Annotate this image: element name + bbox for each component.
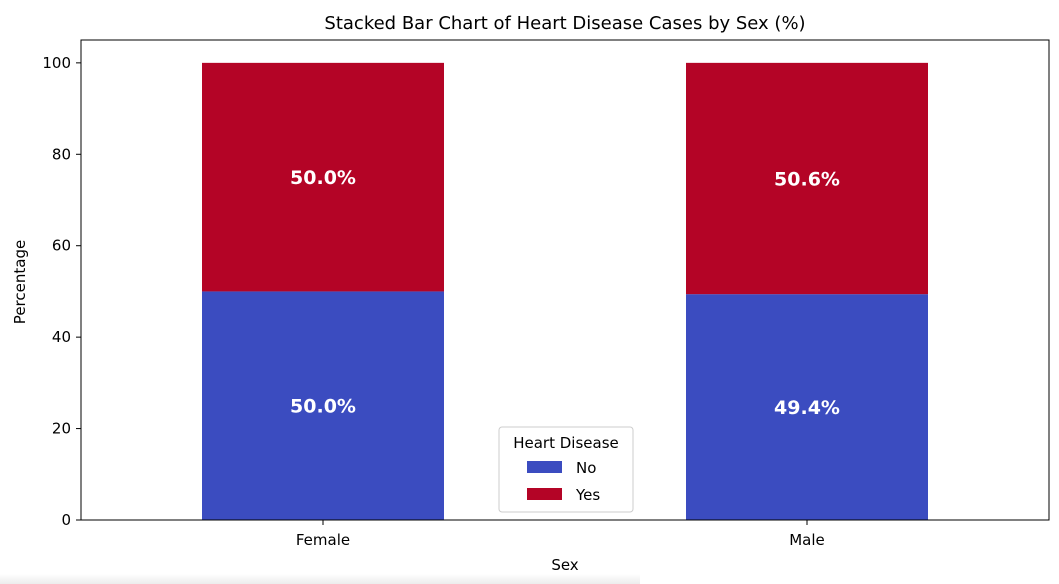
bar-female-no xyxy=(202,291,444,520)
y-tick-label: 80 xyxy=(52,145,71,163)
y-tick-label: 0 xyxy=(61,511,71,529)
y-tick-label: 40 xyxy=(52,328,71,346)
data-label-male-no: 49.4% xyxy=(774,397,840,419)
data-label-female-yes: 50.0% xyxy=(290,167,356,189)
y-axis-label: Percentage xyxy=(11,240,29,324)
y-axis: 0 20 40 60 80 100 xyxy=(42,54,81,529)
data-label-female-no: 50.0% xyxy=(290,396,356,418)
x-axis: Female Male xyxy=(296,520,825,549)
y-tick-label: 20 xyxy=(52,420,71,438)
legend-label-no: No xyxy=(576,459,596,477)
x-tick-label: Male xyxy=(789,531,825,549)
legend-swatch-no xyxy=(527,461,562,473)
legend-label-yes: Yes xyxy=(575,486,600,504)
y-tick-label: 100 xyxy=(42,54,71,72)
bottom-fade xyxy=(0,574,640,584)
plot-frame xyxy=(80,39,1050,521)
data-label-male-yes: 50.6% xyxy=(774,169,840,191)
bar-male-yes xyxy=(686,62,928,295)
bars-group xyxy=(202,62,928,520)
x-tick-label: Female xyxy=(296,531,350,549)
legend-items: No Yes xyxy=(527,459,600,504)
legend-swatch-yes xyxy=(527,488,562,500)
legend-title: Heart Disease xyxy=(513,434,619,452)
x-axis-label: Sex xyxy=(551,556,578,574)
chart-title: Stacked Bar Chart of Heart Disease Cases… xyxy=(324,13,805,34)
bar-labels-group: 50.0% 50.0% 49.4% 50.6% xyxy=(290,167,840,419)
legend: Heart Disease No Yes xyxy=(498,426,634,513)
bar-female-yes xyxy=(202,62,444,292)
y-tick-label: 60 xyxy=(52,237,71,255)
bar-male-no xyxy=(686,294,928,520)
